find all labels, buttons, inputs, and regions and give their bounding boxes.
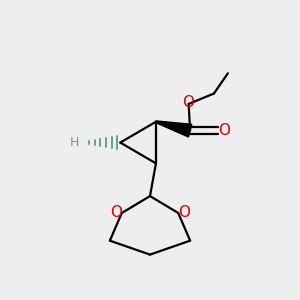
Text: H: H — [70, 136, 79, 149]
Text: O: O — [218, 123, 230, 138]
Polygon shape — [156, 121, 192, 137]
Text: O: O — [110, 205, 122, 220]
Text: O: O — [178, 205, 190, 220]
Text: O: O — [182, 95, 194, 110]
